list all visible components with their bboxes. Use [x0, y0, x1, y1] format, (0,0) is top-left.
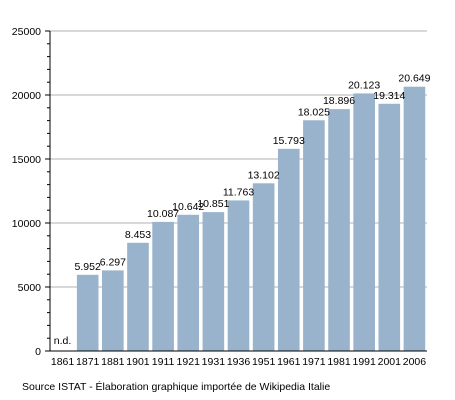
data-label: 10.851: [197, 198, 229, 210]
x-tick-label: 1961: [277, 356, 301, 368]
bar: [328, 109, 350, 352]
data-label: 20.649: [398, 73, 430, 85]
bar: [152, 221, 174, 351]
bar: [403, 86, 426, 351]
bar: [102, 270, 124, 351]
x-tick-label: 1881: [101, 356, 125, 368]
source-caption: Source ISTAT - Élaboration graphique imp…: [22, 381, 331, 393]
bar: [277, 148, 300, 351]
x-tick-label: 1861: [51, 356, 75, 368]
data-label: 6.297: [100, 256, 126, 268]
x-tick-label: 1971: [302, 356, 326, 368]
x-tick-label: 1981: [327, 356, 351, 368]
data-label: 18.025: [298, 106, 330, 118]
data-label: 15.793: [273, 135, 305, 147]
bar: [202, 212, 225, 351]
x-tick-label: 2006: [403, 356, 427, 368]
y-tick-label: 0: [35, 346, 41, 358]
data-label: 19.314: [373, 90, 405, 102]
labels: n.d. 1861 5.952 1871 6.297 1881 8.453 1901 10.08…: [51, 73, 431, 368]
data-label: 13.102: [248, 169, 280, 181]
bar: [378, 103, 401, 352]
data-label: 8.453: [125, 229, 151, 241]
x-tick-label: 2001: [378, 356, 402, 368]
x-tick-label: 1991: [352, 356, 376, 368]
bar: [177, 214, 200, 351]
data-label: 20.123: [348, 79, 380, 91]
data-label: 11.763: [223, 186, 254, 198]
bar: [303, 120, 325, 351]
data-label: 5.952: [75, 261, 101, 273]
x-tick-label: 1911: [152, 356, 175, 368]
data-label: n.d.: [54, 335, 72, 347]
y-tick-label: 20000: [12, 90, 41, 102]
y-tick-label: 25000: [12, 26, 41, 38]
bar: [353, 93, 375, 351]
bars: [76, 86, 426, 352]
y-tick-label: 5000: [18, 282, 42, 294]
data-label: 10.642: [172, 201, 204, 213]
x-tick-label: 1901: [126, 356, 150, 368]
bar: [127, 242, 149, 351]
data-label: 18.896: [323, 95, 355, 107]
bar: [252, 183, 275, 351]
x-tick-label: 1871: [76, 356, 100, 368]
x-tick-label: 1951: [252, 356, 276, 368]
bar: [76, 274, 99, 351]
x-tick-label: 1921: [177, 356, 201, 368]
axes: 0 5000 10000 15000 20000 25000: [12, 26, 427, 358]
data-label: 10.087: [147, 208, 179, 220]
x-tick-label: 1936: [227, 356, 251, 368]
bar: [227, 200, 250, 351]
y-tick-label: 15000: [12, 154, 41, 166]
y-tick-label: 10000: [12, 218, 41, 230]
x-tick-label: 1931: [202, 356, 226, 368]
